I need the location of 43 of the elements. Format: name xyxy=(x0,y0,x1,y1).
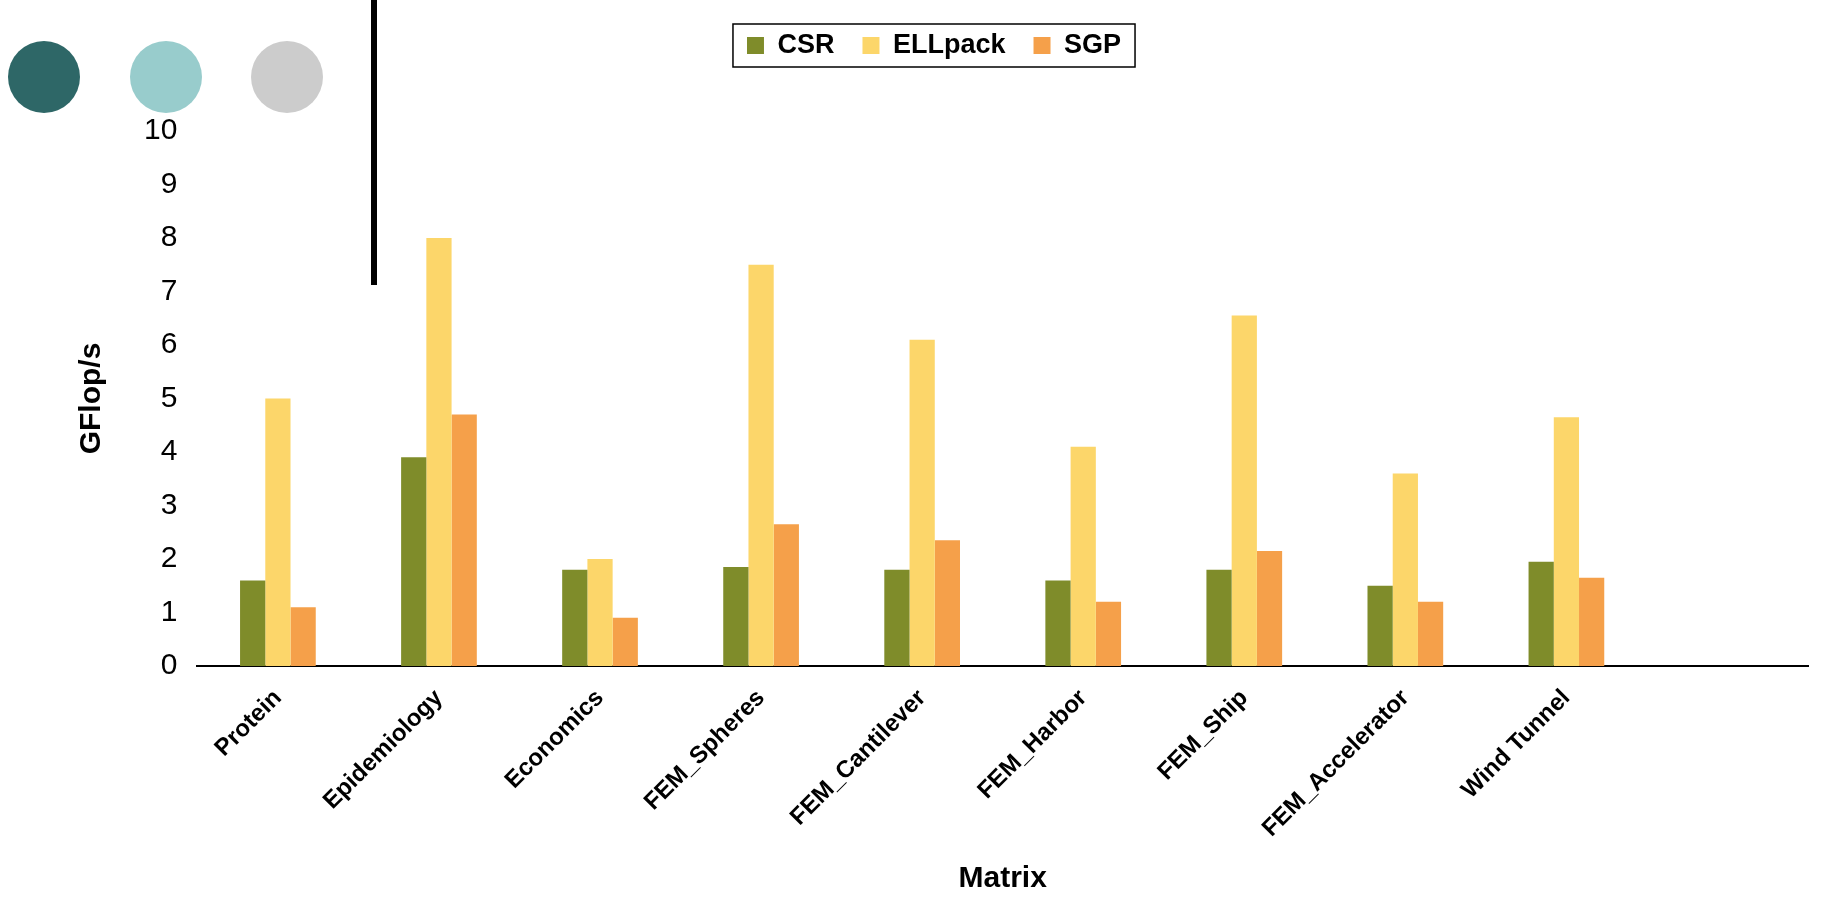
legend-label: SGP xyxy=(1064,28,1122,59)
bar xyxy=(723,567,749,666)
y-tick-label: 5 xyxy=(160,379,178,413)
y-tick-label: 10 xyxy=(143,112,178,146)
bar xyxy=(934,540,960,666)
bar xyxy=(1231,315,1257,666)
y-tick-label: 7 xyxy=(160,272,178,306)
bar xyxy=(265,398,291,666)
y-tick-label: 9 xyxy=(160,165,178,199)
bar xyxy=(401,457,427,666)
bar xyxy=(1045,580,1071,666)
y-axis-title: GFlop/s xyxy=(73,342,107,455)
bar xyxy=(426,238,452,666)
bar xyxy=(451,414,477,666)
bar xyxy=(1095,601,1122,666)
bar xyxy=(1553,417,1580,666)
bar xyxy=(612,617,638,666)
y-tick-label: 3 xyxy=(160,486,178,520)
bar xyxy=(1367,585,1393,666)
bar xyxy=(1206,569,1232,666)
legend-label: ELLpack xyxy=(892,28,1007,59)
bar xyxy=(1392,473,1418,666)
bar xyxy=(587,558,613,666)
bar xyxy=(909,339,935,666)
y-tick-label: 6 xyxy=(160,326,178,360)
x-axis-title: Matrix xyxy=(958,860,1048,894)
y-tick-label: 8 xyxy=(160,219,178,253)
bar xyxy=(290,607,316,666)
bar xyxy=(1417,601,1444,666)
legend-label: CSR xyxy=(777,28,835,59)
bar xyxy=(1070,446,1096,666)
bar xyxy=(773,524,799,666)
bar xyxy=(240,580,266,666)
y-tick-label: 1 xyxy=(160,593,178,627)
y-tick-label: 4 xyxy=(160,433,178,467)
bar xyxy=(884,569,910,666)
y-tick-label: 2 xyxy=(160,540,178,574)
bar xyxy=(1256,550,1283,666)
bar xyxy=(1579,577,1605,666)
y-tick-label: 0 xyxy=(160,647,178,681)
bar xyxy=(748,264,774,666)
bar xyxy=(1528,561,1554,666)
bar xyxy=(562,569,588,666)
